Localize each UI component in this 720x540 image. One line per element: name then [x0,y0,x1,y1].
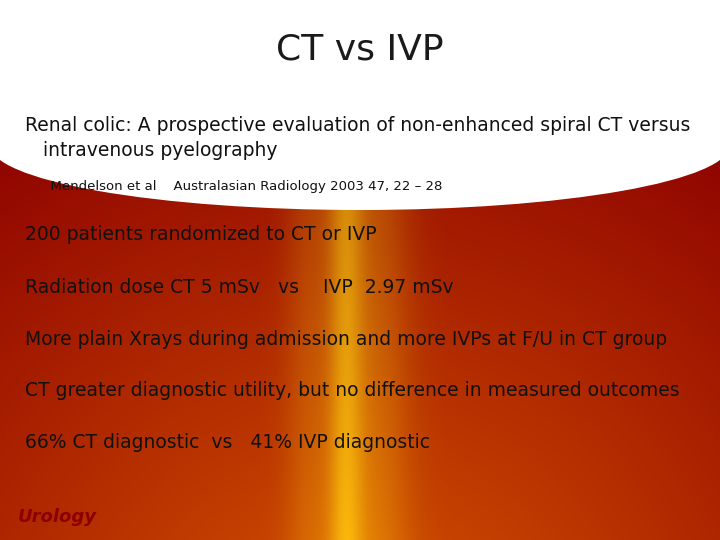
Text: Radiation dose CT 5 mSv   vs    IVP  2.97 mSv: Radiation dose CT 5 mSv vs IVP 2.97 mSv [25,278,454,297]
Text: More plain Xrays during admission and more IVPs at F/U in CT group: More plain Xrays during admission and mo… [25,329,667,349]
Text: Renal colic: A prospective evaluation of non-enhanced spiral CT versus
   intrav: Renal colic: A prospective evaluation of… [25,116,690,160]
Text: 66% CT diagnostic  vs   41% IVP diagnostic: 66% CT diagnostic vs 41% IVP diagnostic [25,433,431,453]
Ellipse shape [0,80,720,210]
Text: CT greater diagnostic utility, but no difference in measured outcomes: CT greater diagnostic utility, but no di… [25,381,680,401]
Text: Mendelson et al    Australasian Radiology 2003 47, 22 – 28: Mendelson et al Australasian Radiology 2… [25,180,443,193]
Text: Urology: Urology [18,508,97,526]
Bar [0,0,720,140]
Text: CT vs IVP: CT vs IVP [276,33,444,67]
Text: 200 patients randomized to CT or IVP: 200 patients randomized to CT or IVP [25,225,377,245]
